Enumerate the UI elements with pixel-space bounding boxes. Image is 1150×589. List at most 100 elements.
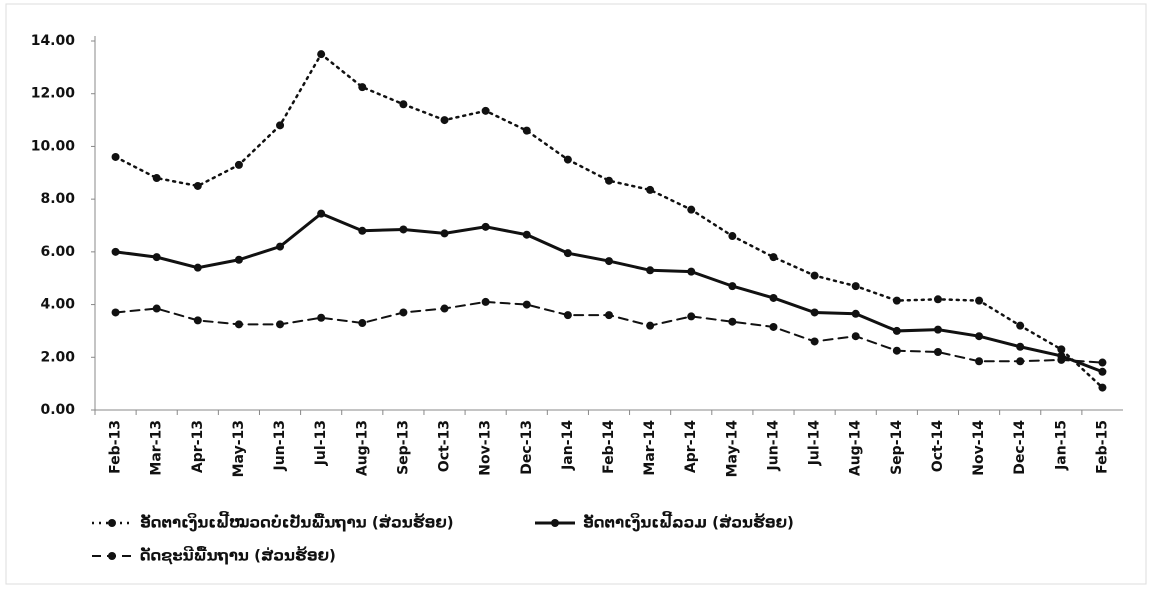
point [975, 357, 984, 366]
point [933, 325, 942, 334]
x-tick-label: Mar-13 [149, 420, 165, 476]
frame [5, 3, 1147, 585]
point [358, 83, 367, 92]
point [563, 249, 572, 258]
point [1057, 355, 1066, 364]
point [728, 317, 737, 326]
legend-point [551, 519, 559, 527]
point [605, 311, 613, 320]
point [481, 222, 490, 231]
point [193, 263, 202, 272]
point [481, 106, 490, 115]
x-tick-label: Jan-15 [1053, 420, 1069, 471]
x-tick-label: May-14 [724, 420, 740, 478]
legend-label: ດັດຊະນີພື້ນຖານ (ສ່ວນຮ້ອຍ) [140, 545, 336, 566]
point [276, 121, 285, 130]
point [1016, 357, 1025, 366]
point [975, 332, 984, 341]
point [1016, 342, 1025, 351]
point [975, 296, 984, 305]
point [193, 181, 202, 190]
point [1098, 367, 1107, 376]
point [728, 282, 737, 291]
point [810, 308, 819, 317]
point [769, 293, 778, 302]
x-tick-label: Feb-14 [601, 420, 617, 474]
point [358, 319, 367, 328]
x-tick-label: Feb-15 [1094, 420, 1110, 474]
point [563, 155, 572, 164]
point [276, 242, 285, 251]
x-tick-label: Apr-14 [683, 420, 699, 473]
point [522, 230, 531, 239]
point [892, 296, 901, 305]
point [440, 229, 449, 238]
point [234, 320, 243, 329]
point [317, 313, 326, 322]
point [111, 247, 120, 256]
point [769, 322, 778, 331]
point [152, 174, 161, 183]
legend-label: ອັດຕາເງິນເຟີ້ລວມ (ສ່ວນຮ້ອຍ) [583, 509, 794, 531]
x-tick-label: Dec-14 [1012, 420, 1028, 475]
point [522, 300, 531, 309]
point [851, 332, 860, 341]
x-tick-label: Mar-14 [642, 420, 658, 476]
y-tick-label: 8.00 [40, 191, 75, 207]
x-tick-label: Oct-14 [930, 420, 946, 472]
point [687, 205, 696, 214]
point [933, 348, 942, 357]
point [646, 185, 655, 194]
x-tick-label: Jun-14 [765, 420, 781, 472]
point [399, 100, 408, 109]
x-tick-label: Sep-13 [395, 420, 411, 475]
point [728, 232, 737, 241]
point [317, 50, 326, 59]
x-tick-label: May-13 [231, 420, 247, 477]
point [522, 126, 531, 135]
x-tick-label: Nov-14 [971, 420, 987, 476]
point [399, 225, 408, 234]
point [1098, 383, 1107, 392]
point [646, 266, 655, 275]
point [399, 308, 408, 317]
y-tick-label: 0.00 [40, 402, 75, 418]
series-line [114, 52, 1104, 389]
legend-point [108, 519, 116, 527]
x-tick-label: Jun-13 [272, 420, 288, 471]
point [605, 257, 613, 266]
x-tick-label: Jul-14 [807, 420, 823, 467]
series-line [114, 211, 1104, 374]
point [851, 309, 860, 318]
point [892, 326, 901, 335]
point [193, 316, 202, 325]
x-tick-label: Jul-13 [313, 420, 329, 466]
x-tick-label: Jan-14 [560, 420, 576, 471]
point [317, 209, 326, 218]
point [440, 304, 449, 313]
x-tick-label: Dec-13 [519, 420, 535, 475]
point [769, 253, 778, 262]
point [234, 255, 243, 264]
point [1016, 321, 1025, 330]
point [605, 176, 613, 185]
point [851, 282, 860, 291]
legend-point [108, 552, 116, 560]
y-tick-label: 2.00 [40, 349, 75, 365]
y-tick-label: 4.00 [40, 297, 75, 313]
point [111, 308, 120, 317]
point [234, 160, 243, 169]
x-tick-label: Feb-13 [108, 420, 124, 474]
point [810, 271, 819, 280]
point [933, 295, 942, 304]
point [810, 337, 819, 346]
x-tick-label: Oct-13 [437, 420, 453, 472]
point [358, 226, 367, 235]
point [481, 297, 490, 306]
x-tick-label: Apr-13 [190, 420, 206, 473]
point [687, 267, 696, 276]
point [1057, 345, 1066, 354]
y-tick-label: 14.00 [31, 33, 76, 49]
point [152, 304, 161, 313]
